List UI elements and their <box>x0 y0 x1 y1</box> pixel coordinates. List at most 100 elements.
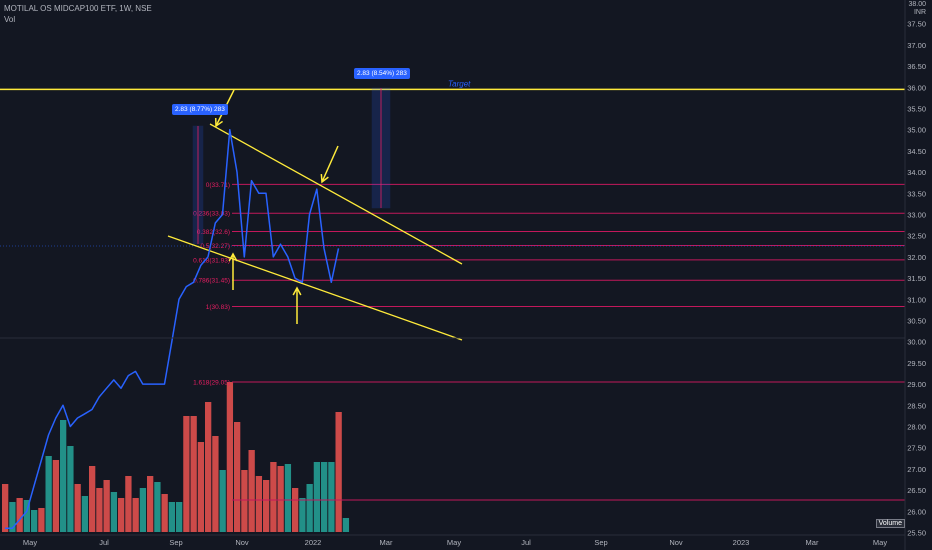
price-tick-label: 32.00 <box>907 253 926 262</box>
price-tick-label: 34.50 <box>907 147 926 156</box>
volume-bar <box>104 480 110 532</box>
volume-bar <box>191 416 197 532</box>
volume-bar <box>75 484 81 532</box>
volume-bar <box>343 518 349 532</box>
lower-trendline <box>168 236 462 340</box>
price-tick-label: 27.50 <box>907 444 926 453</box>
price-tick-label: 34.00 <box>907 168 926 177</box>
volume-bar <box>314 462 320 532</box>
fib-level-label: 1(30.83) <box>206 304 230 311</box>
price-tick-label: 26.00 <box>907 507 926 516</box>
currency-label: INR <box>914 9 926 16</box>
fib-level-label: 1.618(29.05) <box>193 379 230 386</box>
volume-bar <box>140 488 146 532</box>
volume-bar <box>162 494 168 532</box>
volume-bar <box>82 496 88 532</box>
volume-indicator-label[interactable]: Vol <box>4 14 152 25</box>
volume-bar <box>96 488 102 532</box>
price-tick-label: 33.00 <box>907 211 926 220</box>
price-tick-label: 37.00 <box>907 41 926 50</box>
price-tick-label: 26.50 <box>907 486 926 495</box>
volume-bar <box>278 466 284 532</box>
price-tick-label: 31.50 <box>907 274 926 283</box>
volume-badge[interactable]: Volume <box>876 519 905 528</box>
time-tick-label: Sep <box>169 538 182 547</box>
symbol-title[interactable]: MOTILAL OS MIDCAP100 ETF, 1W, NSE <box>4 3 152 14</box>
price-tick-label: 33.50 <box>907 189 926 198</box>
volume-bar <box>292 488 298 532</box>
volume-bar <box>307 484 313 532</box>
price-tick-label: 36.00 <box>907 83 926 92</box>
time-tick-label: Mar <box>806 538 819 547</box>
volume-bar <box>249 450 255 532</box>
volume-bar <box>256 476 262 532</box>
price-tick-label: 31.00 <box>907 295 926 304</box>
price-tick-label: 30.50 <box>907 317 926 326</box>
volume-bar <box>147 476 153 532</box>
price-tick-label: 30.00 <box>907 338 926 347</box>
volume-bar <box>111 492 117 532</box>
price-tick-label: 37.50 <box>907 20 926 29</box>
price-tick-label: 32.50 <box>907 232 926 241</box>
volume-bar <box>38 508 44 532</box>
volume-bar <box>220 470 226 532</box>
time-tick-label: 2022 <box>305 538 322 547</box>
volume-bar <box>205 402 211 532</box>
fib-level-label: 0(33.71) <box>206 182 230 189</box>
target-label: Target <box>448 79 471 88</box>
price-tick-label: 36.50 <box>907 62 926 71</box>
time-tick-label: May <box>873 538 887 547</box>
fib-level-label: 0.786(31.45) <box>193 278 230 285</box>
volume-bar <box>299 498 305 532</box>
arrow-annotation <box>322 146 338 182</box>
drawings[interactable]: Target35.9532.194d 2h <box>0 79 932 340</box>
volume-bar <box>263 480 269 532</box>
volume-bars <box>2 382 349 532</box>
volume-bar <box>321 462 327 532</box>
price-tick-label: 35.50 <box>907 105 926 114</box>
volume-bar <box>198 442 204 532</box>
volume-bar <box>60 420 66 532</box>
time-tick-label: Mar <box>380 538 393 547</box>
volume-bar <box>46 456 52 532</box>
price-tick-label: 29.00 <box>907 380 926 389</box>
volume-bar <box>183 416 189 532</box>
time-tick-label: May <box>23 538 37 547</box>
time-tick-label: May <box>447 538 461 547</box>
fib-retracement[interactable]: 0(33.71)0.236(33.03)0.382(32.6)0.5(32.27… <box>193 182 905 500</box>
volume-bar <box>169 502 175 532</box>
measure-tag-2: 2.83 (8.54%) 283 <box>354 68 410 79</box>
volume-bar <box>133 498 139 532</box>
volume-bar <box>328 462 334 532</box>
volume-bar <box>336 412 342 532</box>
price-tick-label: 28.50 <box>907 401 926 410</box>
volume-bar <box>31 510 37 532</box>
time-tick-label: 2023 <box>733 538 750 547</box>
time-tick-label: Jul <box>521 538 531 547</box>
volume-bar <box>67 446 73 532</box>
volume-bar <box>118 498 124 532</box>
measure-tag-1: 2.83 (8.77%) 283 <box>172 104 228 115</box>
time-tick-label: Nov <box>669 538 683 547</box>
volume-bar <box>270 462 276 532</box>
time-tick-label: Jul <box>99 538 109 547</box>
volume-bar <box>241 470 247 532</box>
volume-bar <box>125 476 131 532</box>
price-tick-label: 29.50 <box>907 359 926 368</box>
volume-bar <box>212 436 218 532</box>
volume-bar <box>154 482 160 532</box>
volume-bar <box>285 464 291 532</box>
price-tick-label: 28.00 <box>907 423 926 432</box>
volume-bar <box>234 422 240 532</box>
time-tick-label: Sep <box>594 538 607 547</box>
price-tick-label: 38.00 <box>908 1 926 8</box>
price-tick-label: 35.00 <box>907 126 926 135</box>
volume-bar <box>53 460 59 532</box>
volume-bar <box>89 466 95 532</box>
time-tick-label: Nov <box>235 538 249 547</box>
volume-bar <box>176 502 182 532</box>
chart-header: MOTILAL OS MIDCAP100 ETF, 1W, NSE Vol <box>4 3 152 25</box>
price-tick-label: 25.50 <box>907 529 926 538</box>
price-tick-label: 27.00 <box>907 465 926 474</box>
